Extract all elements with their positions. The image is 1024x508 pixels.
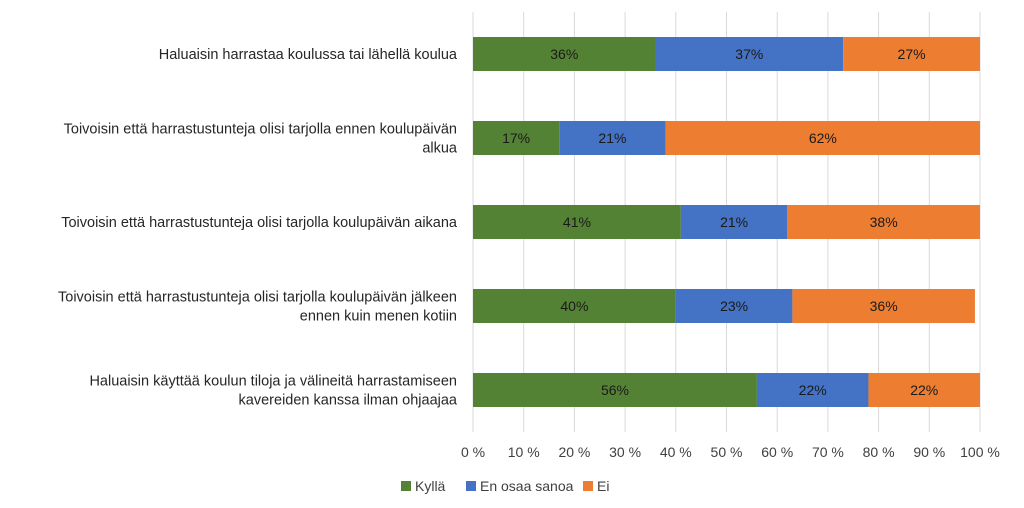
category-labels: Haluaisin harrastaa koulussa tai lähellä… bbox=[58, 47, 458, 409]
x-tick-label: 70 % bbox=[812, 444, 844, 460]
category-label: Toivoisin että harrastustunteja olisi ta… bbox=[64, 122, 457, 138]
x-tick-label: 30 % bbox=[609, 444, 641, 460]
bar-segment bbox=[473, 373, 757, 407]
category-label: Toivoisin että harrastustunteja olisi ta… bbox=[61, 215, 458, 231]
bar-segment bbox=[868, 373, 980, 407]
x-tick-label: 80 % bbox=[863, 444, 895, 460]
x-tick-label: 50 % bbox=[711, 444, 743, 460]
legend-swatch bbox=[466, 481, 476, 491]
x-tick-label: 0 % bbox=[461, 444, 485, 460]
data-label: 21% bbox=[720, 214, 748, 230]
legend-label: En osaa sanoa bbox=[480, 478, 574, 494]
bar-segment bbox=[792, 289, 975, 323]
category-label: kavereiden kanssa ilman ohjaajaa bbox=[239, 393, 458, 409]
data-label: 38% bbox=[870, 214, 898, 230]
x-tick-label: 90 % bbox=[913, 444, 945, 460]
data-label: 37% bbox=[735, 46, 763, 62]
bar-segment bbox=[473, 205, 681, 239]
bar-segment bbox=[680, 205, 788, 239]
legend-item: Kyllä bbox=[401, 478, 446, 494]
data-label: 23% bbox=[720, 298, 748, 314]
category-label: Haluaisin harrastaa koulussa tai lähellä… bbox=[159, 47, 458, 63]
category-label: Toivoisin että harrastustunteja olisi ta… bbox=[58, 290, 457, 306]
data-label: 22% bbox=[799, 382, 827, 398]
data-label: 36% bbox=[550, 46, 578, 62]
data-label: 62% bbox=[809, 130, 837, 146]
data-label: 40% bbox=[560, 298, 588, 314]
bar-segment bbox=[843, 37, 980, 71]
x-axis-tick-labels: 0 % 10 % 20 % 30 % 40 % 50 % 60 % 70 % 80 % 90 % 1… bbox=[461, 444, 1000, 460]
bar-segment bbox=[473, 121, 560, 155]
x-tick-label: 40 % bbox=[660, 444, 692, 460]
data-label: 41% bbox=[563, 214, 591, 230]
bar-segment bbox=[559, 121, 666, 155]
legend-label: Kyllä bbox=[415, 478, 446, 494]
data-label: 17% bbox=[502, 130, 530, 146]
x-tick-label: 60 % bbox=[761, 444, 793, 460]
bar-segment bbox=[756, 373, 869, 407]
bar-segment bbox=[787, 205, 980, 239]
x-tick-label: 10 % bbox=[508, 444, 540, 460]
data-label: 27% bbox=[898, 46, 926, 62]
legend-swatch bbox=[401, 481, 411, 491]
bar-segment bbox=[473, 37, 656, 71]
bars: 36% 37% 27% 17% 21% 62% 41% 21% 38% 40% 23% 36% 56% 2… bbox=[473, 37, 980, 407]
data-label: 56% bbox=[601, 382, 629, 398]
data-label: 36% bbox=[870, 298, 898, 314]
legend-item: Ei bbox=[583, 478, 609, 494]
bar-segment bbox=[675, 289, 793, 323]
category-label: alkua bbox=[422, 141, 458, 157]
legend-label: Ei bbox=[597, 478, 609, 494]
data-label: 22% bbox=[910, 382, 938, 398]
bar-segment bbox=[473, 289, 676, 323]
legend-item: En osaa sanoa bbox=[466, 478, 574, 494]
x-tick-label: 100 % bbox=[960, 444, 1000, 460]
bar-segment bbox=[665, 121, 980, 155]
x-tick-label: 20 % bbox=[558, 444, 590, 460]
category-label: ennen kuin menen kotiin bbox=[300, 309, 457, 325]
bar-segment bbox=[655, 37, 844, 71]
category-label: Haluaisin käyttää koulun tiloja ja välin… bbox=[89, 374, 457, 390]
data-label: 21% bbox=[598, 130, 626, 146]
legend-swatch bbox=[583, 481, 593, 491]
legend: Kyllä En osaa sanoa Ei bbox=[401, 478, 609, 494]
